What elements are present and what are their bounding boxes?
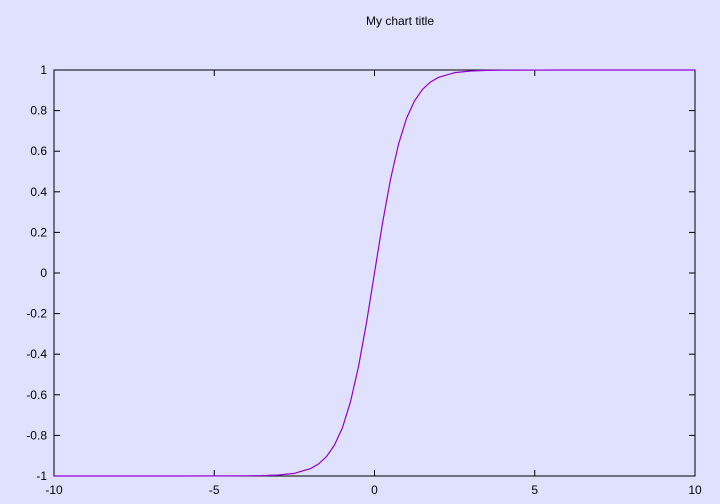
x-tick-label: -10 — [45, 483, 63, 497]
chart-title: My chart title — [366, 14, 434, 28]
y-tick-label: -0.8 — [26, 428, 47, 442]
y-tick-label: -1 — [36, 469, 47, 483]
y-tick-label: 0 — [40, 266, 47, 280]
y-tick-label: -0.4 — [26, 347, 47, 361]
x-tick-label: -5 — [209, 483, 220, 497]
y-tick-label: 0.8 — [30, 104, 47, 118]
y-tick-label: 0.6 — [30, 144, 47, 158]
y-axis: -1 -0.8 -0.6 -0.4 -0.2 0 0.2 0.4 0.6 0.8 1 — [26, 63, 695, 483]
series-line — [54, 69, 695, 477]
y-tick-label: -0.6 — [26, 388, 47, 402]
x-tick-label: 5 — [531, 483, 538, 497]
y-tick-label: -0.2 — [26, 307, 47, 321]
x-tick-label: 0 — [371, 483, 378, 497]
y-tick-label: 0.4 — [30, 185, 47, 199]
y-tick-label: 0.2 — [30, 225, 47, 239]
x-axis: -10 -5 0 5 10 — [45, 70, 702, 497]
y-tick-label: 1 — [40, 63, 47, 77]
x-tick-label: 10 — [688, 483, 702, 497]
series-group — [54, 69, 695, 477]
